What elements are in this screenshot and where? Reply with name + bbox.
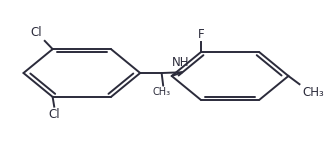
Text: F: F xyxy=(197,28,204,41)
Text: NH: NH xyxy=(172,55,189,69)
Text: CH₃: CH₃ xyxy=(153,88,171,97)
Text: Cl: Cl xyxy=(31,26,42,39)
Text: Cl: Cl xyxy=(49,108,60,121)
Text: CH₃: CH₃ xyxy=(302,86,324,99)
